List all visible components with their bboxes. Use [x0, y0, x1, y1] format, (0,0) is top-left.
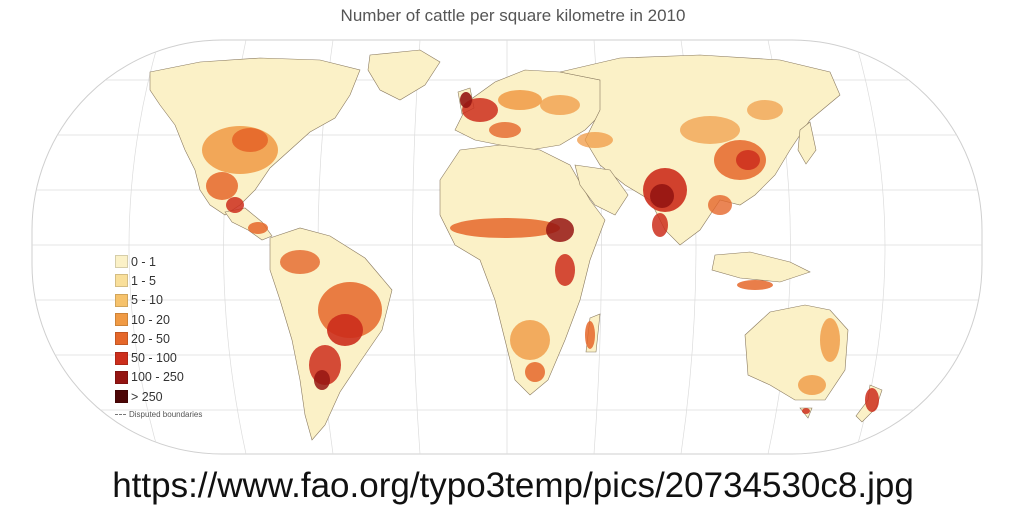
legend-item: > 250 — [115, 387, 202, 406]
legend-swatch — [115, 313, 128, 327]
legend-swatch — [115, 274, 128, 288]
legend-swatch — [115, 332, 128, 346]
legend-swatch — [115, 351, 128, 365]
africa — [439, 144, 606, 396]
legend-swatch — [115, 255, 128, 269]
legend-item: 100 - 250 — [115, 368, 202, 387]
legend-item: 1 - 5 — [115, 271, 202, 290]
legend-swatch — [115, 390, 128, 404]
legend-label: 1 - 5 — [131, 273, 157, 288]
legend-label: 5 - 10 — [131, 293, 163, 308]
legend-item: 0 - 1 — [115, 252, 202, 271]
world-map — [31, 39, 983, 455]
japan — [797, 121, 817, 165]
legend-label: 0 - 1 — [131, 254, 157, 269]
map-title: Number of cattle per square kilometre in… — [340, 6, 686, 25]
greenland — [367, 49, 441, 101]
legend-swatch — [115, 293, 128, 307]
legend-swatch — [115, 370, 128, 384]
legend-label: 100 - 250 — [131, 370, 184, 385]
legend-item: 5 - 10 — [115, 291, 202, 310]
dashed-line-icon — [115, 413, 126, 415]
legend-item: 10 - 20 — [115, 310, 202, 329]
legend-boundary-label: Disputed boundaries — [129, 409, 203, 419]
legend-item: 50 - 100 — [115, 348, 202, 367]
legend-label: 50 - 100 — [131, 351, 177, 366]
source-url: https://www.fao.org/typo3temp/pics/20734… — [112, 466, 914, 505]
density-overlays — [202, 90, 879, 414]
southeast-asia-islands — [711, 251, 811, 283]
legend-label: 20 - 50 — [131, 331, 170, 346]
legend-label: 10 - 20 — [131, 312, 170, 327]
map-legend: 0 - 1 1 - 5 5 - 10 10 - 20 20 - 50 50 - 100 10… — [115, 252, 202, 422]
arabian-peninsula — [574, 164, 629, 216]
legend-disputed-boundaries: Disputed boundaries — [115, 406, 202, 422]
legend-label: > 250 — [131, 389, 163, 404]
legend-item: 20 - 50 — [115, 329, 202, 348]
